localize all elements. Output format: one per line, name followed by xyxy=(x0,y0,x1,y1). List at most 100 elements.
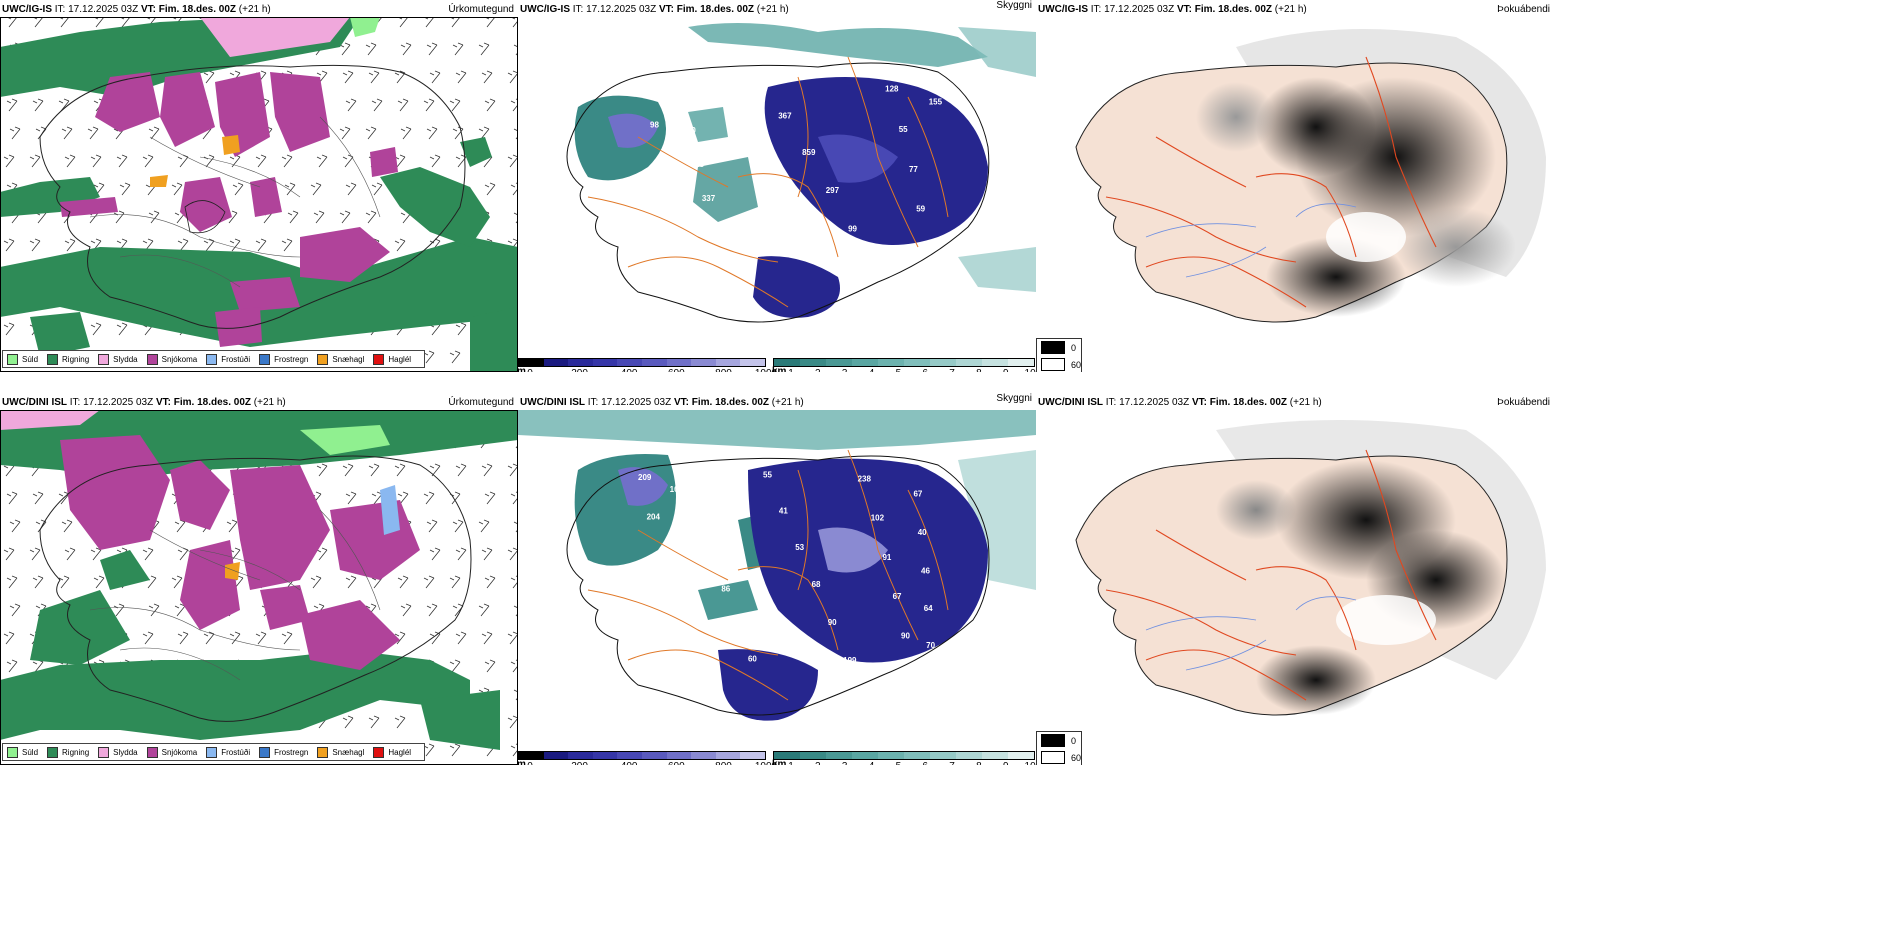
model-name: UWC/DINI ISL xyxy=(520,397,585,408)
legend-label: Súld xyxy=(22,747,39,757)
tick-label: 400 xyxy=(621,368,638,372)
legend-label: 60 xyxy=(1070,359,1081,370)
legend-label: Snæhagl xyxy=(332,354,365,364)
legend-swatch xyxy=(259,353,271,365)
elevation-label: 181 xyxy=(925,281,939,290)
elevation-label: 40 xyxy=(918,528,927,537)
elevation-label: 67 xyxy=(893,592,902,601)
elevation-label: 155 xyxy=(929,98,943,107)
legend-item: Frostúði xyxy=(206,746,251,758)
panel-header: UWC/IG-IS IT: 17.12.2025 03Z VT: Fim. 18… xyxy=(2,4,271,15)
elevation-label: 58 xyxy=(665,200,674,209)
elevation-label: 42 xyxy=(921,243,930,252)
visibility-panel-top: UWC/IG-IS IT: 17.12.2025 03Z VT: Fim. 18… xyxy=(518,0,1036,372)
elevation-label: 128 xyxy=(885,84,899,93)
legend-label: Rigning xyxy=(62,354,90,364)
tick-label: 10 xyxy=(1025,368,1036,372)
elevation-label: 99 xyxy=(848,225,857,234)
tick-label: 3 xyxy=(842,761,848,765)
model-name: UWC/IG-IS xyxy=(1038,4,1088,15)
legend-label: Frostregn xyxy=(274,354,309,364)
legend-item: Frostregn xyxy=(259,353,309,365)
valid-label: VT: xyxy=(140,4,156,15)
legend-label: Frostúði xyxy=(221,747,251,757)
legend-item: 0 xyxy=(1037,732,1081,749)
elevation-label: 297 xyxy=(826,186,840,195)
init-label: IT: xyxy=(1105,397,1117,408)
legend-label: Slydda xyxy=(113,354,138,364)
fog-map xyxy=(1036,410,1554,765)
elevation-label: 126 xyxy=(687,665,701,674)
precip-legend: Súld Rigning Slydda Snjókoma Frostúði Fr… xyxy=(2,743,426,761)
elevation-label: 77 xyxy=(909,165,918,174)
elevation-label: 199 xyxy=(843,656,857,665)
colorbar-ticks: 1 2 3 4 5 6 7 8 9 10 xyxy=(788,760,1035,765)
panel-title: Úrkomutegund xyxy=(448,397,514,408)
elevation-label: 319 xyxy=(638,80,652,89)
tick-label: 2 xyxy=(815,368,821,372)
legend-swatch xyxy=(259,746,271,758)
valid-time: Fim. 18.des. 00Z xyxy=(173,397,252,408)
model-name: UWC/DINI ISL xyxy=(2,397,67,408)
elevation-label: 102 xyxy=(871,514,885,523)
model-name: UWC/DINI ISL xyxy=(1038,397,1103,408)
legend-label: Snjókoma xyxy=(161,354,198,364)
visibility-map: 209 204 134 350 207 204 100 84 85 243 106 126 85 237 9… xyxy=(518,410,1036,765)
valid-label: VT: xyxy=(1176,4,1192,15)
init-time: 17.12.2025 03Z xyxy=(83,397,154,408)
elevation-label: 85 xyxy=(693,480,702,489)
colorbar-ticks: 1 2 3 4 5 6 7 8 9 10 xyxy=(788,367,1036,372)
legend-label: Frostúði xyxy=(221,354,251,364)
tick-label: 1000 xyxy=(755,761,777,765)
legend-label: Frostregn xyxy=(274,747,309,757)
elevation-label: 204 xyxy=(667,667,681,676)
legend-item: Slydda xyxy=(98,353,138,365)
tick-label: 1000 xyxy=(755,368,777,372)
elevation-label: 84 xyxy=(672,522,681,531)
tick-label: 5 xyxy=(896,761,902,765)
init-time: 17.12.2025 03Z xyxy=(601,397,672,408)
elevation-label: 68 xyxy=(812,580,821,589)
legend-item: Súld xyxy=(7,353,38,365)
legend-swatch xyxy=(7,353,18,365)
valid-label: VT: xyxy=(673,397,689,408)
legend-label: 60 xyxy=(1070,752,1081,763)
model-name: UWC/IG-IS xyxy=(2,4,52,15)
tick-label: 4 xyxy=(869,761,875,765)
fog-panel-top: UWC/IG-IS IT: 17.12.2025 03Z VT: Fim. 18… xyxy=(1036,0,1554,372)
elevation-label: 126 xyxy=(673,275,687,284)
elevation-label: 204 xyxy=(647,512,661,521)
lead-time: (+21 h) xyxy=(771,397,804,408)
tick-label: 8 xyxy=(976,761,982,765)
fog-panel-bottom: UWC/DINI ISL IT: 17.12.2025 03Z VT: Fim.… xyxy=(1036,393,1554,765)
legend-label: Slydda xyxy=(113,747,138,757)
precip-map xyxy=(0,410,518,765)
elevation-label: 238 xyxy=(858,475,872,484)
tick-label: 3 xyxy=(842,368,848,372)
legend-label: Rigning xyxy=(62,747,90,757)
elevation-label: 55 xyxy=(899,125,908,134)
legend-item: Snæhagl xyxy=(317,746,364,758)
fog-legend: 0 60 xyxy=(1036,731,1082,765)
tick-label: 8 xyxy=(976,368,982,372)
elevation-label: 60 xyxy=(748,655,757,664)
elevation-label: 42 xyxy=(929,678,938,687)
elevation-label: 46 xyxy=(921,566,930,575)
legend-item: Snjókoma xyxy=(146,353,198,365)
legend-label: Haglél xyxy=(388,747,412,757)
legend-swatch xyxy=(373,353,385,365)
elevation-label: 53 xyxy=(795,543,804,552)
valid-label: VT: xyxy=(1191,397,1207,408)
visibility-map: 319 98 87 58 133 126 88 180 348 337 189 106 79 367 859… xyxy=(518,17,1036,372)
visibility-colorbar: km 1 2 3 4 5 6 7 8 9 10 xyxy=(772,358,1036,372)
tick-label: 800 xyxy=(715,761,732,765)
legend-item: 0 xyxy=(1037,339,1081,356)
elevation-label: 337 xyxy=(702,194,716,203)
legend-swatch xyxy=(7,746,18,758)
colorbar-unit: km xyxy=(772,366,787,372)
lead-time: (+21 h) xyxy=(1274,4,1307,15)
elevation-label: 237 xyxy=(701,515,715,524)
legend-label: Snjókoma xyxy=(161,747,198,757)
legend-item: Rigning xyxy=(47,746,90,758)
elevation-label: 98 xyxy=(650,120,659,129)
